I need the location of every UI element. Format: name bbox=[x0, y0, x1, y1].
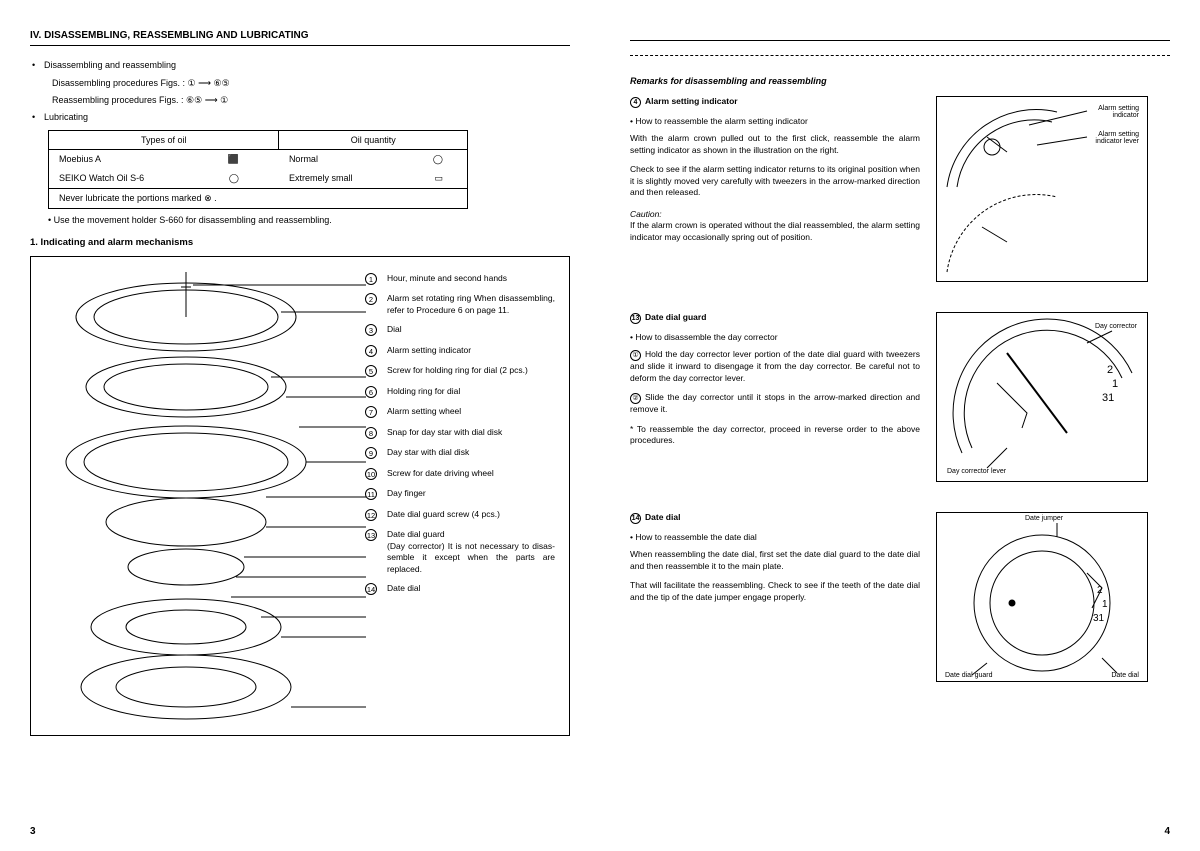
bullet-disassembling: Disassembling and reassembling bbox=[44, 60, 570, 70]
block-date-dial-guard: 13Date dial guard • How to disassemble t… bbox=[630, 312, 1170, 482]
fig4-svg bbox=[937, 97, 1147, 281]
svg-text:2: 2 bbox=[1097, 585, 1103, 596]
dashed-rule bbox=[630, 55, 1170, 56]
exploded-diagram: 1Hour, minute and second hands 2Alarm se… bbox=[30, 256, 570, 736]
page-number-right: 4 bbox=[1164, 826, 1170, 837]
holder-note: • Use the movement holder S-660 for disa… bbox=[48, 215, 570, 225]
page-right: Remarks for disassembling and reassembli… bbox=[600, 0, 1200, 851]
oil-r2c2: Extremely small bbox=[289, 173, 353, 183]
svg-text:31: 31 bbox=[1102, 392, 1114, 404]
page-left: IV. DISASSEMBLING, REASSEMBLING AND LUBR… bbox=[0, 0, 600, 851]
fig-date-dial: 2 1 31 Date jumper Date dial guard Date … bbox=[936, 512, 1148, 682]
oil-r1c1: Moebius A bbox=[59, 154, 101, 164]
oil-th1: Types of oil bbox=[49, 131, 279, 150]
parts-list: 1Hour, minute and second hands 2Alarm se… bbox=[365, 273, 555, 603]
fig-date-dial-guard: 2 1 31 Day corrector Day corrector lever bbox=[936, 312, 1148, 482]
oil-r1c2: Normal bbox=[289, 154, 318, 164]
oil-r2c1: SEIKO Watch Oil S-6 bbox=[59, 173, 144, 183]
fig14-svg: 2 1 31 bbox=[937, 513, 1147, 681]
remarks-title: Remarks for disassembling and reassembli… bbox=[630, 76, 1170, 86]
svg-text:2: 2 bbox=[1107, 364, 1113, 376]
block14-text: 14Date dial • How to reassemble the date… bbox=[630, 512, 920, 682]
svg-text:31: 31 bbox=[1093, 613, 1105, 624]
subsection-1: 1. Indicating and alarm mechanisms bbox=[30, 237, 570, 248]
block-date-dial: 14Date dial • How to reassemble the date… bbox=[630, 512, 1170, 682]
top-rule-right bbox=[630, 40, 1170, 41]
oil-th2: Oil quantity bbox=[279, 131, 468, 150]
oil-note: Never lubricate the portions marked ⊗ . bbox=[49, 189, 468, 209]
fig13-svg: 2 1 31 bbox=[937, 313, 1147, 481]
block13-text: 13Date dial guard • How to disassemble t… bbox=[630, 312, 920, 482]
page-number-left: 3 bbox=[30, 826, 36, 837]
block4-text: 4Alarm setting indicator • How to reasse… bbox=[630, 96, 920, 282]
block-alarm-indicator: 4Alarm setting indicator • How to reasse… bbox=[630, 96, 1170, 282]
line-reassembling-figs: Reassembling procedures Figs. : ⑥⑤ ⟶ ① bbox=[52, 95, 570, 106]
fig-alarm-indicator: Alarm setting indicator Alarm setting in… bbox=[936, 96, 1148, 282]
oil-table: Types of oil Oil quantity Moebius A ⬛ No… bbox=[48, 130, 468, 209]
exploded-svg bbox=[31, 257, 371, 735]
line-disassembling-figs: Disassembling procedures Figs. : ① ⟶ ⑥⑤ bbox=[52, 78, 570, 89]
section-title: IV. DISASSEMBLING, REASSEMBLING AND LUBR… bbox=[30, 30, 570, 41]
title-rule bbox=[30, 45, 570, 46]
svg-text:1: 1 bbox=[1102, 599, 1108, 610]
bullet-lubricating: Lubricating bbox=[44, 112, 570, 122]
svg-text:1: 1 bbox=[1112, 378, 1118, 390]
